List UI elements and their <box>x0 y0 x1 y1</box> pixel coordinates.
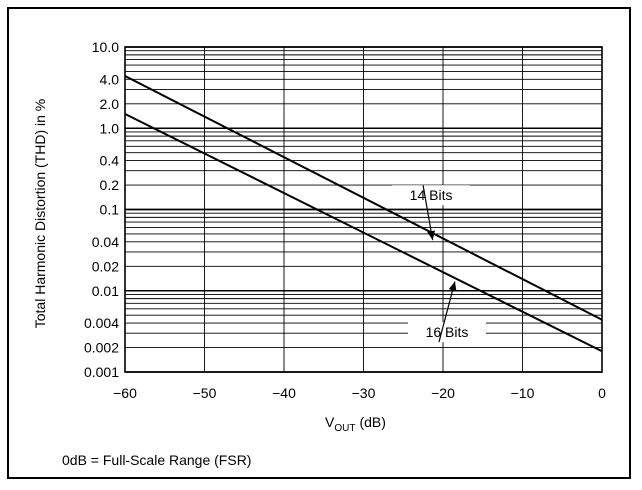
series-label: 14 Bits <box>410 187 453 203</box>
series-label-background <box>407 322 486 343</box>
series-line <box>124 113 603 353</box>
y-tick-label: 2.0 <box>100 96 120 112</box>
footnote: 0dB = Full-Scale Range (FSR) <box>62 452 252 468</box>
grid <box>124 46 603 373</box>
y-tick-label: 0.01 <box>92 283 119 299</box>
chart-frame <box>7 7 631 479</box>
series-line <box>124 75 603 321</box>
series-label-background <box>392 185 471 206</box>
y-tick-label: 0.4 <box>100 153 120 169</box>
y-tick-label: 0.002 <box>84 340 119 356</box>
x-tick-label: −30 <box>352 385 376 401</box>
tick-labels: 0.001 0.002 0.004 0.01 0.02 0.04 0.1 0.2 0.4 1.0 2… <box>84 39 606 401</box>
y-tick-label: 0.1 <box>100 202 120 218</box>
y-tick-label: 0.001 <box>84 364 119 380</box>
y-axis-title: Total Harmonic Distortion (THD) in % <box>32 99 48 329</box>
annotations: 14 Bits 16 Bits <box>392 185 486 343</box>
series-layer <box>124 75 603 353</box>
y-tick-label: 1.0 <box>100 120 120 136</box>
annotation-arrow-line <box>422 185 434 241</box>
x-tick-label: −60 <box>113 385 137 401</box>
y-tick-label: 0.004 <box>84 315 119 331</box>
x-tick-label: 0 <box>598 385 606 401</box>
plot-border <box>124 46 603 373</box>
x-axis-title-main: V <box>325 414 335 430</box>
x-tick-label: −10 <box>511 385 535 401</box>
y-tick-label: 0.2 <box>100 177 120 193</box>
annotation-arrow-head <box>427 230 436 241</box>
x-tick-label: −20 <box>431 385 455 401</box>
annotation-arrow-line <box>438 281 456 343</box>
y-tick-label: 0.02 <box>92 258 119 274</box>
series-label: 16 Bits <box>426 324 469 340</box>
x-tick-label: −50 <box>193 385 217 401</box>
x-axis-title-unit: (dB) <box>359 414 385 430</box>
y-tick-label: 4.0 <box>100 71 120 87</box>
annotation-arrow-head <box>448 281 457 292</box>
x-axis-title-sub: OUT <box>334 423 355 434</box>
x-tick-label: −40 <box>272 385 296 401</box>
x-axis-title: VOUT (dB) <box>325 414 386 434</box>
y-tick-label: 0.04 <box>92 234 119 250</box>
y-tick-label: 10.0 <box>92 39 119 55</box>
